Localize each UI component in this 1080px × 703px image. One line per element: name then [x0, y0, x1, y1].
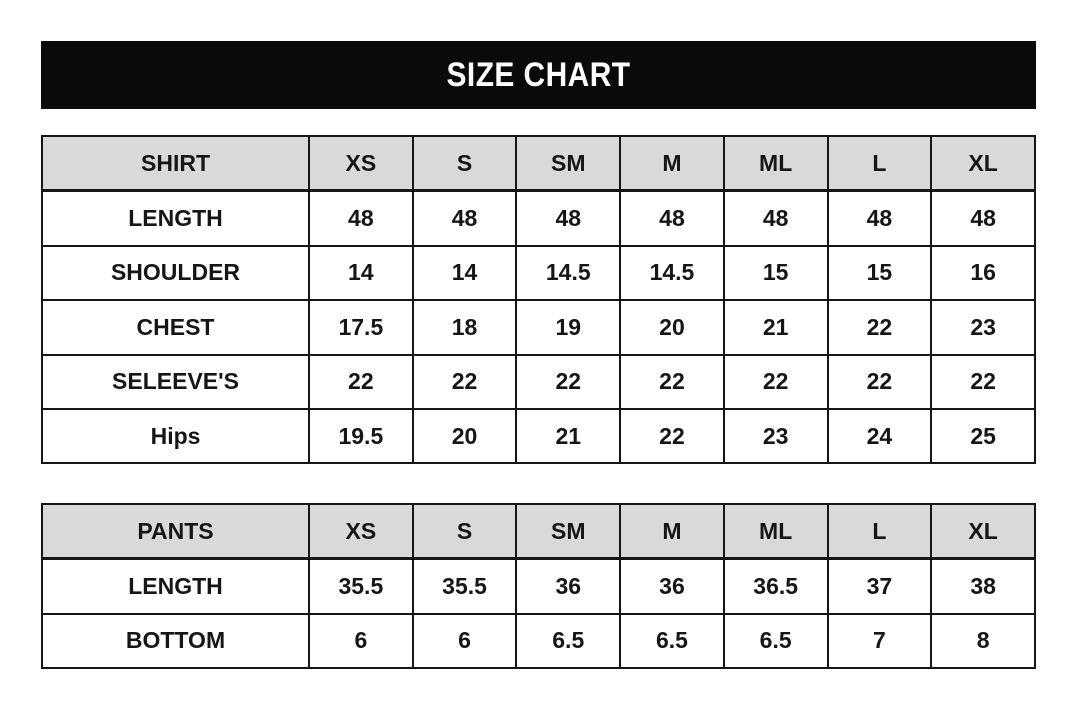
size-value: 48: [619, 189, 725, 247]
shirt-size-table: SHIRT XS S SM M ML L XL LENGTH 48 48 48 48 48 48 48 SHOU…: [41, 135, 1036, 465]
column-header: S: [411, 135, 518, 193]
size-value: 6: [308, 612, 414, 670]
header-row: SHIRT XS S SM M ML L XL: [41, 135, 1036, 193]
size-value: 22: [619, 407, 725, 465]
size-value: 18: [411, 299, 518, 356]
size-value: 14: [411, 244, 518, 302]
size-value: 20: [411, 407, 518, 465]
size-value: 15: [722, 244, 829, 302]
table-row: SHOULDER 14 14 14.5 14.5 15 15 16: [41, 244, 1036, 302]
column-header: XL: [930, 135, 1036, 193]
size-value: 36.5: [722, 557, 829, 615]
pants-size-table: PANTS XS S SM M ML L XL LENGTH 35.5 35.5 36 36 36.5 37…: [41, 503, 1036, 670]
size-value: 8: [930, 612, 1036, 670]
table-row: CHEST 17.5 18 19 20 21 22 23: [41, 299, 1036, 356]
table-title-cell: SHIRT: [41, 135, 310, 193]
column-header: SM: [515, 135, 622, 193]
column-header: M: [619, 503, 725, 561]
size-value: 38: [930, 557, 1036, 615]
size-value: 20: [619, 299, 725, 356]
table-row: LENGTH 48 48 48 48 48 48 48: [41, 189, 1036, 247]
size-value: 23: [722, 407, 829, 465]
size-value: 21: [722, 299, 829, 356]
size-value: 22: [619, 353, 725, 410]
size-value: 22: [826, 353, 933, 410]
column-header: XL: [930, 503, 1036, 561]
table-row: Hips 19.5 20 21 22 23 24 25: [41, 407, 1036, 465]
column-header: M: [619, 135, 725, 193]
size-value: 36: [515, 557, 622, 615]
measurement-label: BOTTOM: [41, 612, 310, 670]
size-value: 7: [826, 612, 933, 670]
size-value: 35.5: [308, 557, 414, 615]
size-value: 19: [515, 299, 622, 356]
size-value: 14: [308, 244, 414, 302]
table-row: LENGTH 35.5 35.5 36 36 36.5 37 38: [41, 557, 1036, 615]
size-value: 48: [722, 189, 829, 247]
size-value: 6.5: [722, 612, 829, 670]
size-value: 22: [722, 353, 829, 410]
table-title-cell: PANTS: [41, 503, 310, 561]
size-value: 48: [515, 189, 622, 247]
size-value: 36: [619, 557, 725, 615]
size-value: 22: [411, 353, 518, 410]
size-value: 37: [826, 557, 933, 615]
column-header: ML: [722, 135, 829, 193]
size-value: 14.5: [515, 244, 622, 302]
page-title: SIZE CHART: [446, 55, 631, 94]
size-value: 17.5: [308, 299, 414, 356]
size-value: 24: [826, 407, 933, 465]
column-header: SM: [515, 503, 622, 561]
measurement-label: LENGTH: [41, 189, 310, 247]
size-value: 14.5: [619, 244, 725, 302]
measurement-label: SHOULDER: [41, 244, 310, 302]
size-value: 48: [826, 189, 933, 247]
size-value: 19.5: [308, 407, 414, 465]
size-value: 22: [930, 353, 1036, 410]
size-value: 22: [826, 299, 933, 356]
column-header: S: [411, 503, 518, 561]
size-value: 48: [930, 189, 1036, 247]
size-value: 16: [930, 244, 1036, 302]
size-value: 21: [515, 407, 622, 465]
measurement-label: Hips: [41, 407, 310, 465]
column-header: XS: [308, 135, 414, 193]
size-value: 48: [411, 189, 518, 247]
size-value: 48: [308, 189, 414, 247]
size-value: 35.5: [411, 557, 518, 615]
column-header: L: [826, 503, 933, 561]
title-bar: SIZE CHART: [41, 41, 1036, 109]
table-row: SELEEVE'S 22 22 22 22 22 22 22: [41, 353, 1036, 410]
size-value: 15: [826, 244, 933, 302]
measurement-label: CHEST: [41, 299, 310, 356]
header-row: PANTS XS S SM M ML L XL: [41, 503, 1036, 561]
size-value: 23: [930, 299, 1036, 356]
size-value: 25: [930, 407, 1036, 465]
column-header: XS: [308, 503, 414, 561]
measurement-label: SELEEVE'S: [41, 353, 310, 410]
table-row: BOTTOM 6 6 6.5 6.5 6.5 7 8: [41, 612, 1036, 670]
measurement-label: LENGTH: [41, 557, 310, 615]
size-value: 22: [308, 353, 414, 410]
size-value: 22: [515, 353, 622, 410]
column-header: L: [826, 135, 933, 193]
size-value: 6.5: [515, 612, 622, 670]
size-value: 6: [411, 612, 518, 670]
size-value: 6.5: [619, 612, 725, 670]
column-header: ML: [722, 503, 829, 561]
